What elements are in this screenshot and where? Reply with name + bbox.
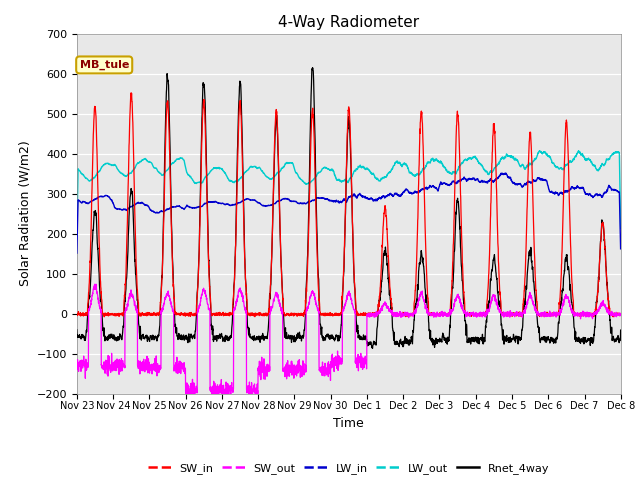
SW_out — [607, 310, 614, 316]
SW_in — [305, 205, 313, 211]
Line: Rnet_4way: Rnet_4way — [77, 68, 621, 348]
LW_out — [606, 155, 614, 160]
SW_in — [100, 314, 108, 320]
LW_in — [305, 199, 313, 204]
SW_in — [135, 311, 143, 316]
SW_in — [617, 311, 625, 316]
LW_out — [73, 233, 81, 239]
LW_in — [502, 170, 509, 176]
LW_in — [617, 246, 625, 252]
SW_out — [305, 300, 313, 306]
Rnet_4way — [135, 322, 143, 328]
SW_in — [282, 312, 289, 317]
SW_in — [73, 311, 81, 317]
Line: SW_out: SW_out — [77, 284, 621, 400]
Rnet_4way — [282, 327, 289, 333]
Rnet_4way — [607, 320, 614, 326]
Line: LW_out: LW_out — [77, 151, 621, 236]
Line: SW_in: SW_in — [77, 93, 621, 317]
Rnet_4way — [369, 346, 376, 351]
LW_out — [536, 148, 543, 154]
LW_in — [73, 250, 81, 256]
Rnet_4way — [548, 336, 556, 342]
SW_in — [127, 90, 135, 96]
LW_in — [167, 204, 175, 210]
LW_in — [606, 184, 614, 190]
SW_out — [73, 359, 81, 365]
Legend: SW_in, SW_out, LW_in, LW_out, Rnet_4way: SW_in, SW_out, LW_in, LW_out, Rnet_4way — [144, 458, 554, 478]
X-axis label: Time: Time — [333, 417, 364, 430]
SW_out — [223, 397, 231, 403]
SW_out — [135, 364, 143, 370]
LW_in — [548, 189, 556, 194]
Rnet_4way — [167, 201, 175, 207]
LW_out — [135, 160, 143, 166]
Rnet_4way — [617, 327, 625, 333]
SW_out — [282, 362, 289, 368]
SW_out — [548, 313, 556, 319]
Rnet_4way — [305, 199, 313, 204]
LW_out — [282, 161, 289, 167]
LW_out — [617, 226, 625, 231]
Text: MB_tule: MB_tule — [79, 60, 129, 70]
LW_out — [167, 161, 175, 167]
SW_out — [168, 302, 175, 308]
Line: LW_in: LW_in — [77, 173, 621, 253]
LW_out — [305, 180, 313, 186]
Rnet_4way — [308, 65, 316, 71]
LW_out — [548, 157, 556, 163]
SW_in — [607, 310, 614, 315]
LW_in — [135, 200, 143, 206]
SW_in — [548, 312, 556, 318]
Title: 4-Way Radiometer: 4-Way Radiometer — [278, 15, 419, 30]
SW_out — [617, 311, 625, 316]
Rnet_4way — [73, 327, 81, 333]
LW_in — [282, 196, 289, 202]
Y-axis label: Solar Radiation (W/m2): Solar Radiation (W/m2) — [18, 141, 31, 287]
SW_in — [168, 228, 175, 233]
SW_out — [92, 281, 100, 287]
